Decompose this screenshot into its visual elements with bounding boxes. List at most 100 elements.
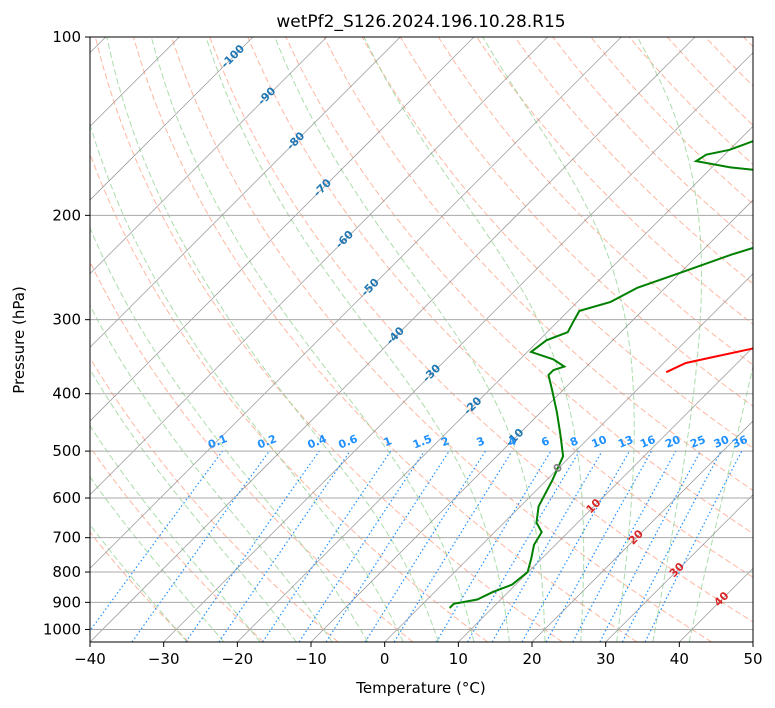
dry-adiabat-line [285, 37, 753, 535]
mixing-ratio-line [185, 450, 320, 642]
isotherm-line [90, 37, 401, 348]
mixing-ratio-line [466, 450, 580, 642]
y-tick-label: 500 [52, 442, 81, 460]
moist-adiabat-line [688, 363, 753, 642]
y-tick-label: 200 [52, 206, 81, 224]
dry-adiabat-line [437, 37, 753, 366]
dry-adiabat-line [90, 152, 488, 642]
isotherm-line [90, 37, 548, 496]
dry-adiabat-line [590, 37, 753, 205]
mixing-ratio-line [90, 450, 223, 632]
mixing-ratio-line [325, 450, 450, 642]
moist-adiabat-line [636, 37, 702, 642]
isotherm-label: 10 [584, 496, 604, 516]
mixing-ratio-line [572, 450, 677, 642]
mixing-ratio-line [262, 450, 392, 642]
x-tick-label: 50 [743, 650, 762, 668]
plot-frame [89, 36, 754, 643]
chart-title: wetPf2_S126.2024.196.10.28.R15 [276, 12, 565, 32]
isotherm-label: -20 [461, 394, 484, 417]
temperature-profile-line [665, 347, 753, 374]
dry-adiabat-line [399, 37, 753, 407]
mixing-ratio-line [644, 450, 743, 642]
isotherm-line [90, 37, 254, 201]
dry-adiabat-line [94, 37, 563, 642]
dry-adiabat-line [743, 37, 753, 48]
isotherm-line [310, 199, 753, 642]
background-lines [90, 37, 753, 642]
x-axis: −40 −30 −20 −10 0 10 20 30 40 50 [74, 642, 763, 668]
y-tick-label: 100 [52, 28, 81, 46]
mixing-ratio-label: 16 [638, 433, 657, 451]
moist-adiabat-line [205, 37, 510, 642]
isotherm-line [384, 273, 753, 642]
isotherm-line [90, 37, 622, 569]
line-labels: -100-90-80-70-60-50-40-30-20-10010203040… [206, 42, 750, 609]
mixing-ratio-label: 36 [730, 433, 749, 451]
isotherm-line [605, 494, 753, 642]
dry-adiabat-line [90, 260, 414, 642]
dry-adiabat-line [247, 37, 753, 578]
isotherm-label: -90 [255, 84, 278, 107]
mixing-ratio-label: 0.4 [306, 432, 329, 451]
moist-adiabat-line [90, 304, 333, 642]
mixing-ratio-line [599, 450, 702, 642]
isotherm-line [531, 420, 753, 642]
isotherm-label: 0 [551, 461, 566, 476]
dry-adiabat-line [361, 37, 753, 449]
moist-adiabat-line [90, 424, 261, 642]
mixing-ratio-label: 0.1 [206, 432, 229, 451]
dry-adiabat-line [704, 37, 753, 87]
mixing-ratio-label: 10 [590, 433, 609, 451]
moist-adiabat-line [90, 226, 369, 642]
dry-adiabat-line [476, 37, 753, 325]
moist-adiabat-line [90, 123, 404, 642]
mixing-ratio-label: 30 [712, 433, 731, 451]
y-tick-label: 700 [52, 529, 81, 547]
isotherm-line [679, 567, 753, 642]
y-tick-label: 800 [52, 563, 81, 581]
y-axis: 100 200 300 400 500 600 700 800 900 1000 [43, 28, 90, 638]
dry-adiabat-line [132, 37, 638, 642]
mixing-ratio-line [298, 450, 425, 642]
isotherm-line [90, 37, 696, 642]
mixing-ratio-line [545, 450, 653, 642]
x-tick-label: 40 [670, 650, 689, 668]
moist-adiabat-line [106, 37, 439, 642]
mixing-ratio-label: 3 [475, 434, 487, 449]
dry-adiabat-line [552, 37, 753, 245]
mixing-ratio-line [521, 450, 631, 642]
x-tick-label: 20 [522, 650, 541, 668]
isotherm-line [237, 125, 753, 642]
mixing-ratio-label: 2 [439, 434, 451, 449]
isotherm-line [752, 641, 753, 642]
x-tick-label: 0 [380, 650, 390, 668]
dry-adiabat-line [666, 37, 753, 126]
mixing-ratio-label: 20 [663, 433, 682, 451]
isotherm-label: -100 [219, 42, 248, 71]
x-tick-label: 10 [449, 650, 468, 668]
isotherm-label: -50 [359, 276, 382, 299]
mixing-ratio-line [393, 450, 513, 642]
dry-adiabat-line [90, 356, 339, 642]
isotherm-label: -60 [333, 228, 356, 251]
mixing-ratio-label: 0.2 [255, 432, 278, 451]
mixing-ratio-label: 13 [616, 433, 635, 451]
mixing-ratio-label: 25 [688, 433, 707, 451]
x-tick-label: 30 [596, 650, 615, 668]
dry-adiabat-line [209, 37, 753, 623]
isotherm-line [163, 52, 753, 642]
isotherm-line [90, 37, 327, 275]
x-tick-label: −20 [222, 650, 254, 668]
moist-adiabat-line [363, 37, 585, 642]
dry-adiabat-line [90, 446, 264, 642]
y-axis-title: Pressure (hPa) [10, 286, 28, 394]
dewpoint-profile-line [448, 117, 753, 609]
mixing-ratio-label: 1 [382, 434, 394, 449]
isotherm-line [458, 346, 753, 642]
dry-adiabat-line [90, 531, 190, 642]
x-tick-label: −40 [74, 650, 106, 668]
x-tick-label: −10 [295, 650, 327, 668]
y-tick-label: 900 [52, 593, 81, 611]
mixing-ratio-line [131, 450, 270, 642]
